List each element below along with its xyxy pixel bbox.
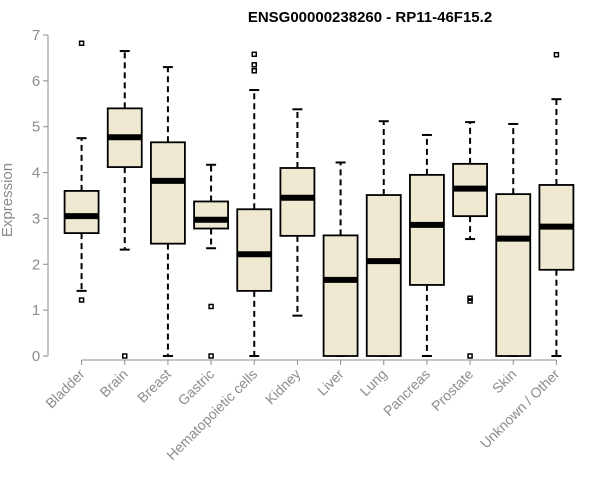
outlier-point (122, 353, 128, 359)
outlier-point (467, 353, 473, 359)
y-tick-label: 0 (32, 348, 40, 365)
outlier-point (78, 297, 85, 303)
outlier-point (251, 68, 257, 74)
y-axis-label: Expression (0, 163, 16, 237)
box-group (409, 133, 445, 357)
y-tick-label: 2 (32, 256, 40, 273)
iqr-box (63, 190, 100, 235)
x-tick-label: Breast (134, 366, 174, 406)
x-tick-label: Brain (96, 366, 130, 400)
iqr-box (409, 173, 445, 286)
iqr-box (193, 200, 229, 230)
box-group (365, 120, 402, 357)
outlier-point (467, 295, 473, 301)
box-group (63, 40, 100, 303)
outlier-point (208, 303, 214, 310)
box-group (452, 121, 488, 359)
x-tick-label: Lung (357, 366, 390, 399)
box-group (150, 66, 186, 357)
outlier-point (467, 298, 473, 304)
iqr-box (322, 234, 359, 357)
x-tick-label: Unknown / Other (477, 366, 563, 452)
box-group (279, 108, 316, 317)
x-tick-label: Gastric (175, 366, 218, 409)
outlier-point (208, 353, 214, 359)
y-tick-label: 4 (32, 165, 40, 182)
iqr-box (279, 167, 316, 237)
y-tick-label: 1 (32, 302, 40, 319)
box-group (322, 161, 359, 357)
x-tick-label: Prostate (428, 366, 476, 414)
outlier-point (78, 40, 85, 47)
x-tick-label: Skin (489, 366, 520, 397)
iqr-box (365, 194, 402, 357)
box-group (106, 50, 143, 359)
iqr-box (495, 193, 532, 357)
box-group (193, 163, 229, 359)
x-tick-label: Liver (314, 366, 347, 399)
y-axis: 0 1 2 3 4 5 6 7 (32, 27, 49, 365)
box-group (236, 51, 273, 357)
y-tick-label: 7 (32, 27, 40, 44)
y-tick-label: 6 (32, 73, 40, 90)
y-tick-label: 5 (32, 119, 40, 136)
x-tick-label: Kidney (262, 366, 304, 408)
y-tick-label: 3 (32, 210, 40, 227)
outlier-point (251, 62, 257, 68)
boxes-group (63, 40, 575, 359)
chart-title: ENSG00000238260 - RP11-46F15.2 (248, 9, 492, 26)
box-group (495, 122, 532, 357)
iqr-box (236, 208, 273, 292)
iqr-box (150, 141, 186, 245)
x-tick-label: Bladder (42, 366, 88, 412)
x-tick-label: Pancreas (380, 366, 433, 419)
outlier-point (553, 51, 560, 58)
box-group (538, 51, 575, 357)
outlier-point (251, 51, 257, 58)
